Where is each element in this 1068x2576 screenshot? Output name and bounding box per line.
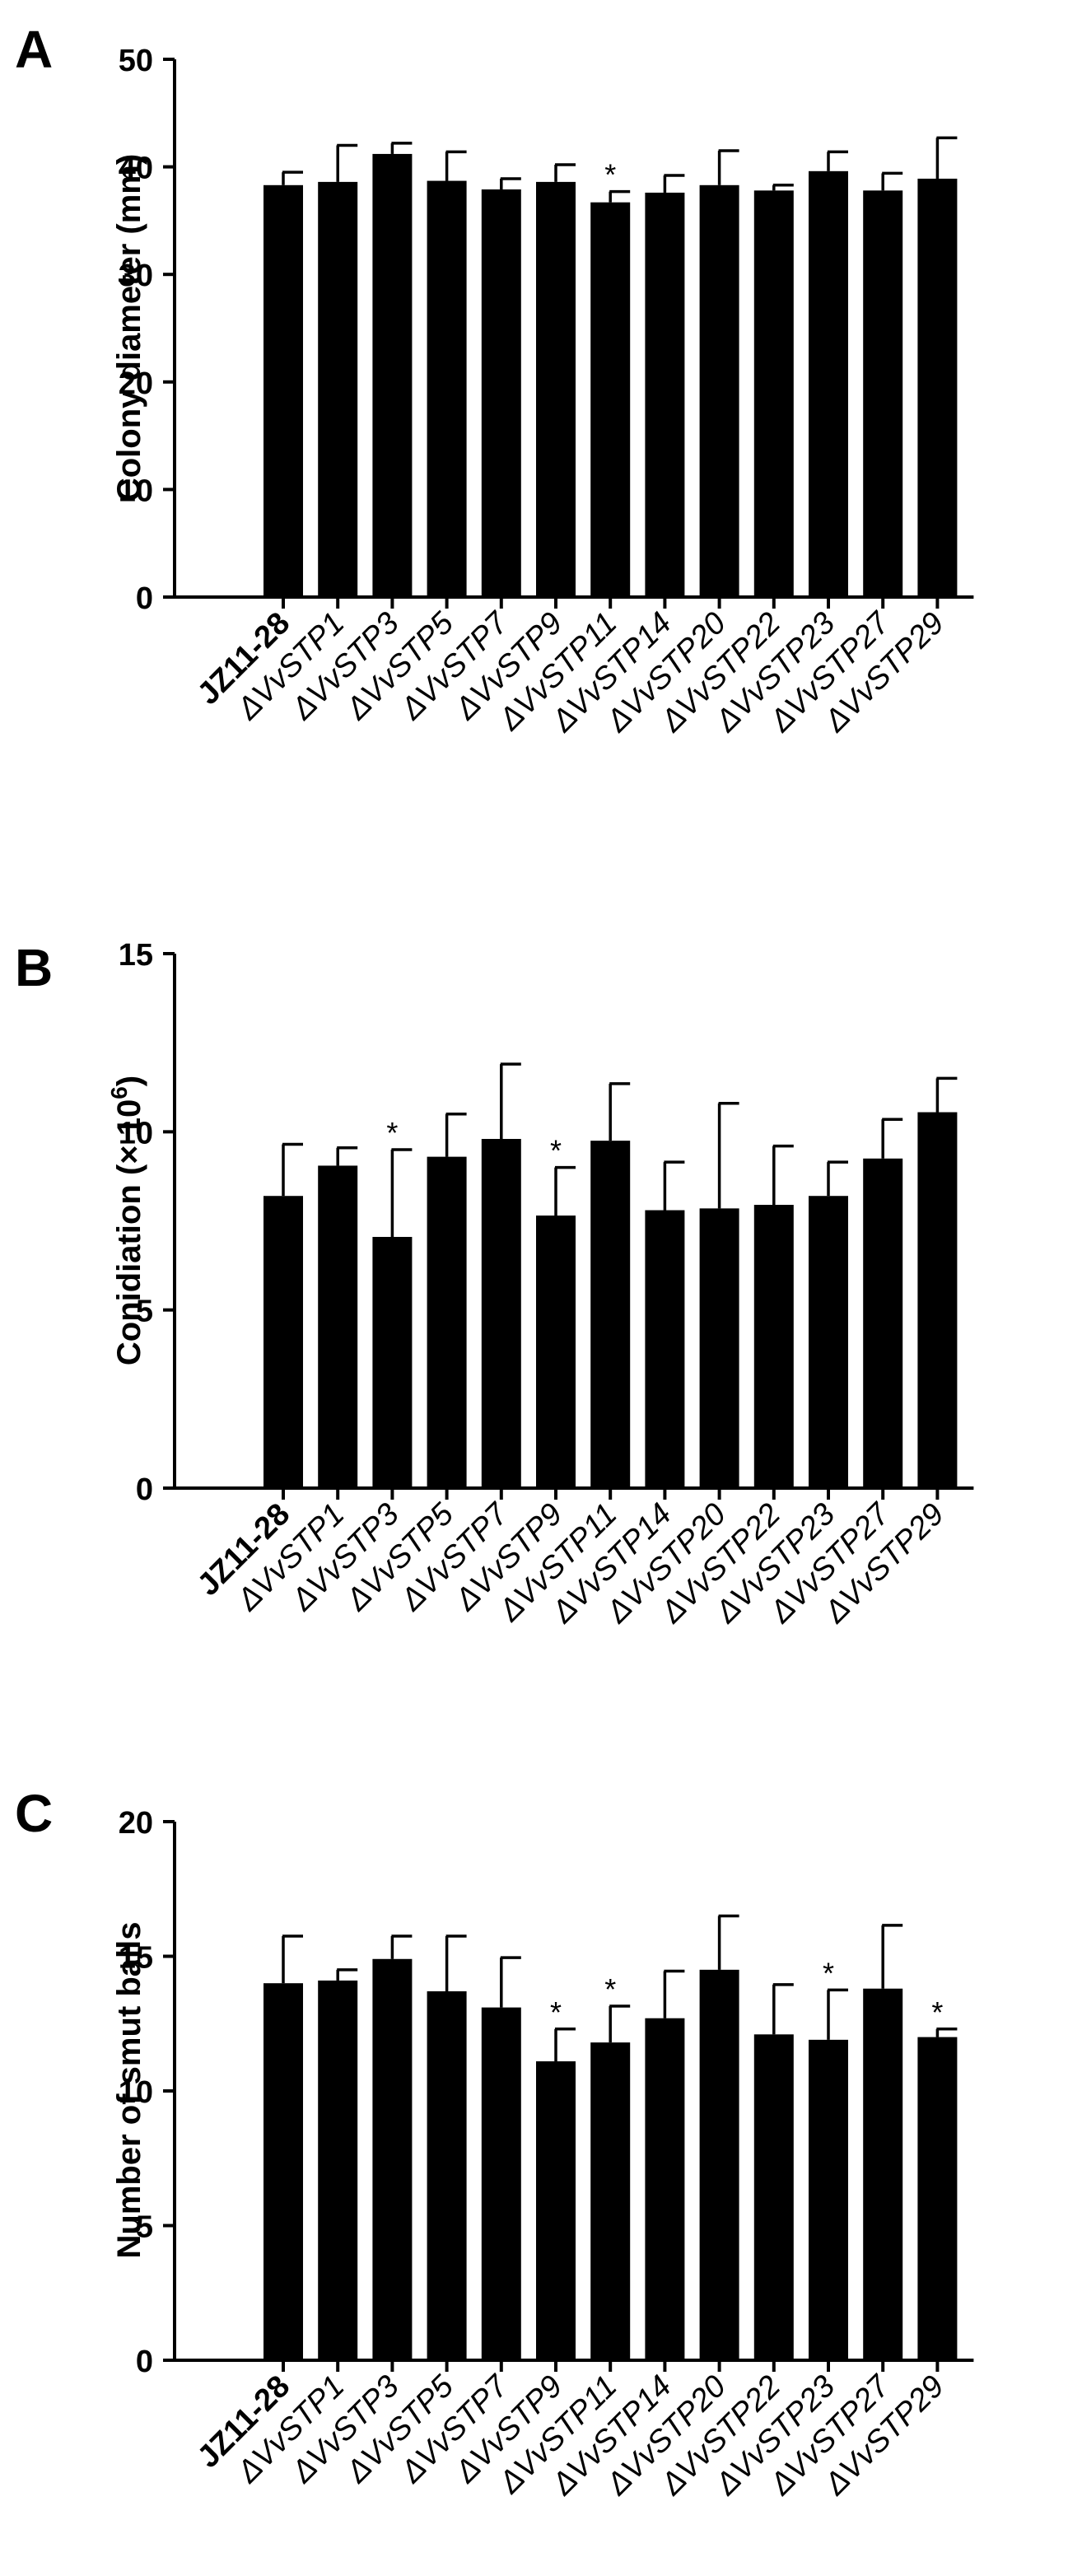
y-tick-label: 0 bbox=[136, 581, 153, 616]
bar bbox=[481, 1138, 521, 1488]
bar bbox=[318, 1980, 358, 2360]
significance-marker: * bbox=[823, 1956, 834, 1990]
bar bbox=[645, 2018, 685, 2360]
bar bbox=[699, 1969, 739, 2360]
bar bbox=[372, 1958, 413, 2360]
panel-letter: B bbox=[15, 938, 53, 997]
bar bbox=[645, 1210, 685, 1488]
y-tick-label: 30 bbox=[119, 259, 153, 293]
bar bbox=[590, 202, 631, 597]
y-tick-label: 15 bbox=[119, 1941, 153, 1976]
bar bbox=[917, 1112, 958, 1488]
bar bbox=[917, 2037, 958, 2360]
bar bbox=[536, 181, 576, 597]
y-axis-label: Conidiation (× 106) bbox=[106, 1076, 147, 1365]
significance-marker: * bbox=[604, 1972, 616, 2006]
bar bbox=[809, 1196, 848, 1488]
y-tick-label: 10 bbox=[119, 1116, 153, 1150]
y-axis-label: Number of smut balls bbox=[111, 1922, 147, 2259]
y-tick-label: 0 bbox=[136, 1472, 153, 1507]
bar bbox=[264, 1196, 303, 1488]
bar bbox=[863, 1158, 903, 1488]
bar bbox=[590, 2042, 631, 2360]
y-tick-label: 20 bbox=[119, 1806, 153, 1841]
bar bbox=[372, 153, 413, 598]
bar bbox=[645, 192, 685, 597]
y-axis-label: Colony diameter (mm) bbox=[111, 154, 147, 502]
bar bbox=[427, 1156, 467, 1488]
y-tick-label: 50 bbox=[119, 44, 153, 78]
significance-marker: * bbox=[604, 158, 616, 192]
y-tick-label: 5 bbox=[136, 1295, 153, 1329]
bar bbox=[809, 170, 848, 598]
bar bbox=[536, 1216, 576, 1488]
bar bbox=[809, 2039, 848, 2360]
significance-marker: * bbox=[386, 1116, 398, 1150]
bar bbox=[481, 189, 521, 597]
bar bbox=[753, 190, 794, 597]
y-tick-label: 0 bbox=[136, 2345, 153, 2379]
bar bbox=[427, 180, 467, 597]
bar bbox=[753, 1205, 794, 1488]
y-tick-label: 15 bbox=[119, 938, 153, 973]
significance-marker: * bbox=[550, 1995, 562, 2029]
y-tick-label: 40 bbox=[119, 152, 153, 186]
bar bbox=[863, 1988, 903, 2360]
bar bbox=[372, 1236, 413, 1488]
bar bbox=[590, 1141, 631, 1488]
bar bbox=[699, 1208, 739, 1488]
y-tick-label: 5 bbox=[136, 2210, 153, 2245]
bar bbox=[427, 1991, 467, 2360]
bar bbox=[536, 2061, 576, 2360]
bar bbox=[699, 184, 739, 597]
bar bbox=[318, 181, 358, 597]
significance-marker: * bbox=[550, 1134, 562, 1168]
y-tick-label: 10 bbox=[119, 474, 153, 508]
bar bbox=[264, 1983, 303, 2360]
bar bbox=[753, 2034, 794, 2360]
panel-letter: C bbox=[15, 1784, 53, 1843]
panel-letter: A bbox=[15, 20, 53, 79]
bar bbox=[863, 190, 903, 597]
bar bbox=[917, 178, 958, 597]
significance-marker: * bbox=[931, 1995, 943, 2029]
y-tick-label: 10 bbox=[119, 2075, 153, 2110]
bar bbox=[264, 184, 303, 597]
y-tick-label: 20 bbox=[119, 366, 153, 401]
bar bbox=[481, 2007, 521, 2360]
bar bbox=[318, 1165, 358, 1488]
